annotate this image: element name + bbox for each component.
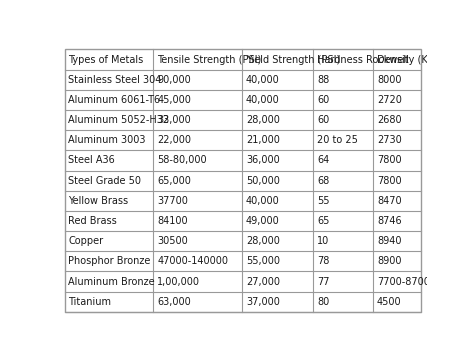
Text: Steel A36: Steel A36 <box>68 155 115 165</box>
Text: 60: 60 <box>317 95 329 105</box>
Text: 60: 60 <box>317 115 329 125</box>
Text: 58-80,000: 58-80,000 <box>157 155 207 165</box>
Text: 8470: 8470 <box>377 196 401 206</box>
Text: 20 to 25: 20 to 25 <box>317 135 358 145</box>
Text: Aluminum 6061-T6: Aluminum 6061-T6 <box>68 95 161 105</box>
Text: Aluminum 3003: Aluminum 3003 <box>68 135 146 145</box>
Text: 65: 65 <box>317 216 329 226</box>
Text: 8000: 8000 <box>377 75 401 85</box>
Text: Aluminum Bronze: Aluminum Bronze <box>68 277 155 286</box>
Text: 80: 80 <box>317 297 329 307</box>
Text: 37,000: 37,000 <box>246 297 280 307</box>
Text: Red Brass: Red Brass <box>68 216 117 226</box>
Text: 49,000: 49,000 <box>246 216 280 226</box>
Text: Aluminum 5052-H32: Aluminum 5052-H32 <box>68 115 170 125</box>
Text: 78: 78 <box>317 256 329 266</box>
Text: 22,000: 22,000 <box>157 135 191 145</box>
Text: Stainless Steel 304: Stainless Steel 304 <box>68 75 162 85</box>
Text: 2680: 2680 <box>377 115 401 125</box>
Text: 55,000: 55,000 <box>246 256 280 266</box>
Text: 8900: 8900 <box>377 256 401 266</box>
Text: 36,000: 36,000 <box>246 155 280 165</box>
Text: Steel Grade 50: Steel Grade 50 <box>68 176 141 186</box>
Text: 63,000: 63,000 <box>157 297 191 307</box>
Text: Density (Kg/m³): Density (Kg/m³) <box>377 55 455 65</box>
Text: 50,000: 50,000 <box>246 176 280 186</box>
Text: Copper: Copper <box>68 236 103 246</box>
Text: Titanium: Titanium <box>68 297 111 307</box>
Text: 1,00,000: 1,00,000 <box>157 277 200 286</box>
Text: 90,000: 90,000 <box>157 75 191 85</box>
Text: 7800: 7800 <box>377 176 401 186</box>
Text: 55: 55 <box>317 196 329 206</box>
Text: 2730: 2730 <box>377 135 402 145</box>
Text: 88: 88 <box>317 75 329 85</box>
Text: 40,000: 40,000 <box>246 196 280 206</box>
Text: 45,000: 45,000 <box>157 95 191 105</box>
Text: 40,000: 40,000 <box>246 95 280 105</box>
Text: 47000-140000: 47000-140000 <box>157 256 228 266</box>
Text: Phosphor Bronze: Phosphor Bronze <box>68 256 151 266</box>
Text: 2720: 2720 <box>377 95 402 105</box>
Text: 4500: 4500 <box>377 297 401 307</box>
Text: Tensile Strength (PSI): Tensile Strength (PSI) <box>157 55 261 65</box>
Text: 30500: 30500 <box>157 236 188 246</box>
Text: 37700: 37700 <box>157 196 188 206</box>
Text: 64: 64 <box>317 155 329 165</box>
Text: 7700-8700: 7700-8700 <box>377 277 430 286</box>
Text: 65,000: 65,000 <box>157 176 191 186</box>
Text: Hardness Rockwell: Hardness Rockwell <box>317 55 409 65</box>
Text: 7800: 7800 <box>377 155 401 165</box>
Text: Yellow Brass: Yellow Brass <box>68 196 128 206</box>
Text: 21,000: 21,000 <box>246 135 280 145</box>
Text: 68: 68 <box>317 176 329 186</box>
Text: Types of Metals: Types of Metals <box>68 55 144 65</box>
Text: 8940: 8940 <box>377 236 401 246</box>
Text: 77: 77 <box>317 277 329 286</box>
Text: Yield Strength (PSI): Yield Strength (PSI) <box>246 55 340 65</box>
Text: 8746: 8746 <box>377 216 401 226</box>
Text: 28,000: 28,000 <box>246 236 280 246</box>
Text: 84100: 84100 <box>157 216 188 226</box>
Text: 33,000: 33,000 <box>157 115 191 125</box>
Text: 28,000: 28,000 <box>246 115 280 125</box>
Text: 40,000: 40,000 <box>246 75 280 85</box>
Text: 27,000: 27,000 <box>246 277 280 286</box>
Text: 10: 10 <box>317 236 329 246</box>
